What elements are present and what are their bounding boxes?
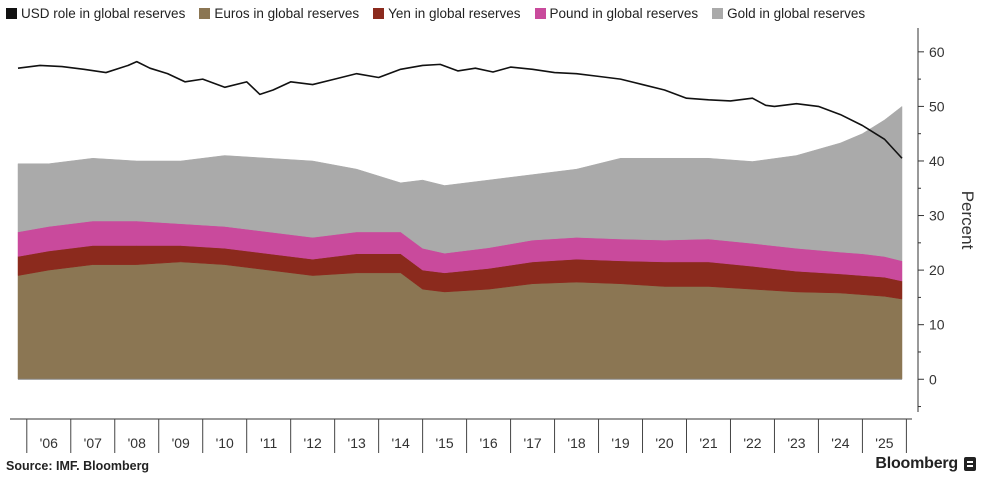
x-tick-label: '06 bbox=[40, 435, 58, 451]
brand-name: Bloomberg bbox=[875, 455, 958, 472]
brand-logo: Bloomberg bbox=[875, 455, 976, 473]
y-tick-label: 40 bbox=[929, 153, 945, 169]
legend-item-gold: Gold in global reserves bbox=[712, 6, 865, 21]
x-tick-label: '23 bbox=[787, 435, 805, 451]
x-tick-label: '22 bbox=[743, 435, 761, 451]
y-tick-label: 50 bbox=[929, 98, 945, 114]
x-tick-label: '14 bbox=[392, 435, 410, 451]
line-usd bbox=[17, 60, 903, 159]
legend-item-usd: USD role in global reserves bbox=[6, 6, 185, 21]
y-tick-label: 20 bbox=[929, 262, 945, 278]
x-tick-label: '21 bbox=[699, 435, 717, 451]
legend-item-pound: Pound in global reserves bbox=[534, 6, 699, 21]
series-layer bbox=[17, 60, 903, 380]
x-tick-label: '17 bbox=[523, 435, 541, 451]
x-tick-label: '12 bbox=[304, 435, 322, 451]
legend-swatch bbox=[199, 8, 211, 19]
y-tick-label: 10 bbox=[929, 317, 945, 333]
area-gold bbox=[17, 105, 903, 262]
legend-swatch bbox=[373, 8, 385, 19]
x-tick-label: '11 bbox=[260, 435, 277, 451]
x-tick-label: '24 bbox=[831, 435, 849, 451]
y-tick-label: 60 bbox=[929, 44, 945, 60]
legend-label: USD role in global reserves bbox=[21, 6, 186, 21]
x-tick-label: '07 bbox=[84, 435, 102, 451]
x-tick-label: '16 bbox=[479, 435, 497, 451]
legend-swatch bbox=[712, 8, 724, 19]
x-tick-label: '20 bbox=[655, 435, 673, 451]
x-tick-label: '08 bbox=[128, 435, 146, 451]
axis-layer: 0 10 20 30 40 50 60 '06 '07 '08 '09 '10 '11 '12 '13 '14… bbox=[10, 28, 945, 453]
x-tick-label: '10 bbox=[216, 435, 234, 451]
x-tick-label: '09 bbox=[172, 435, 190, 451]
legend: USD role in global reserves Euros in glob… bbox=[6, 6, 865, 21]
legend-label: Pound in global reserves bbox=[549, 6, 699, 21]
x-tick-label: '15 bbox=[435, 435, 453, 451]
source-note: Source: IMF. Bloomberg bbox=[6, 459, 150, 473]
y-axis-label: Percent bbox=[958, 191, 977, 250]
bloomberg-terminal-icon bbox=[964, 457, 976, 471]
legend-item-euros: Euros in global reserves bbox=[199, 6, 359, 21]
x-tick-label: '18 bbox=[567, 435, 585, 451]
x-tick-label: '19 bbox=[611, 435, 629, 451]
x-tick-label: '25 bbox=[875, 435, 893, 451]
x-tick-label: '13 bbox=[348, 435, 366, 451]
legend-swatch bbox=[534, 8, 546, 19]
y-tick-label: 30 bbox=[929, 208, 945, 224]
legend-item-yen: Yen in global reserves bbox=[373, 6, 521, 21]
legend-label: Gold in global reserves bbox=[727, 6, 866, 21]
legend-label: Yen in global reserves bbox=[388, 6, 521, 21]
legend-label: Euros in global reserves bbox=[214, 6, 360, 21]
y-tick-label: 0 bbox=[929, 371, 937, 387]
legend-swatch bbox=[6, 8, 17, 19]
